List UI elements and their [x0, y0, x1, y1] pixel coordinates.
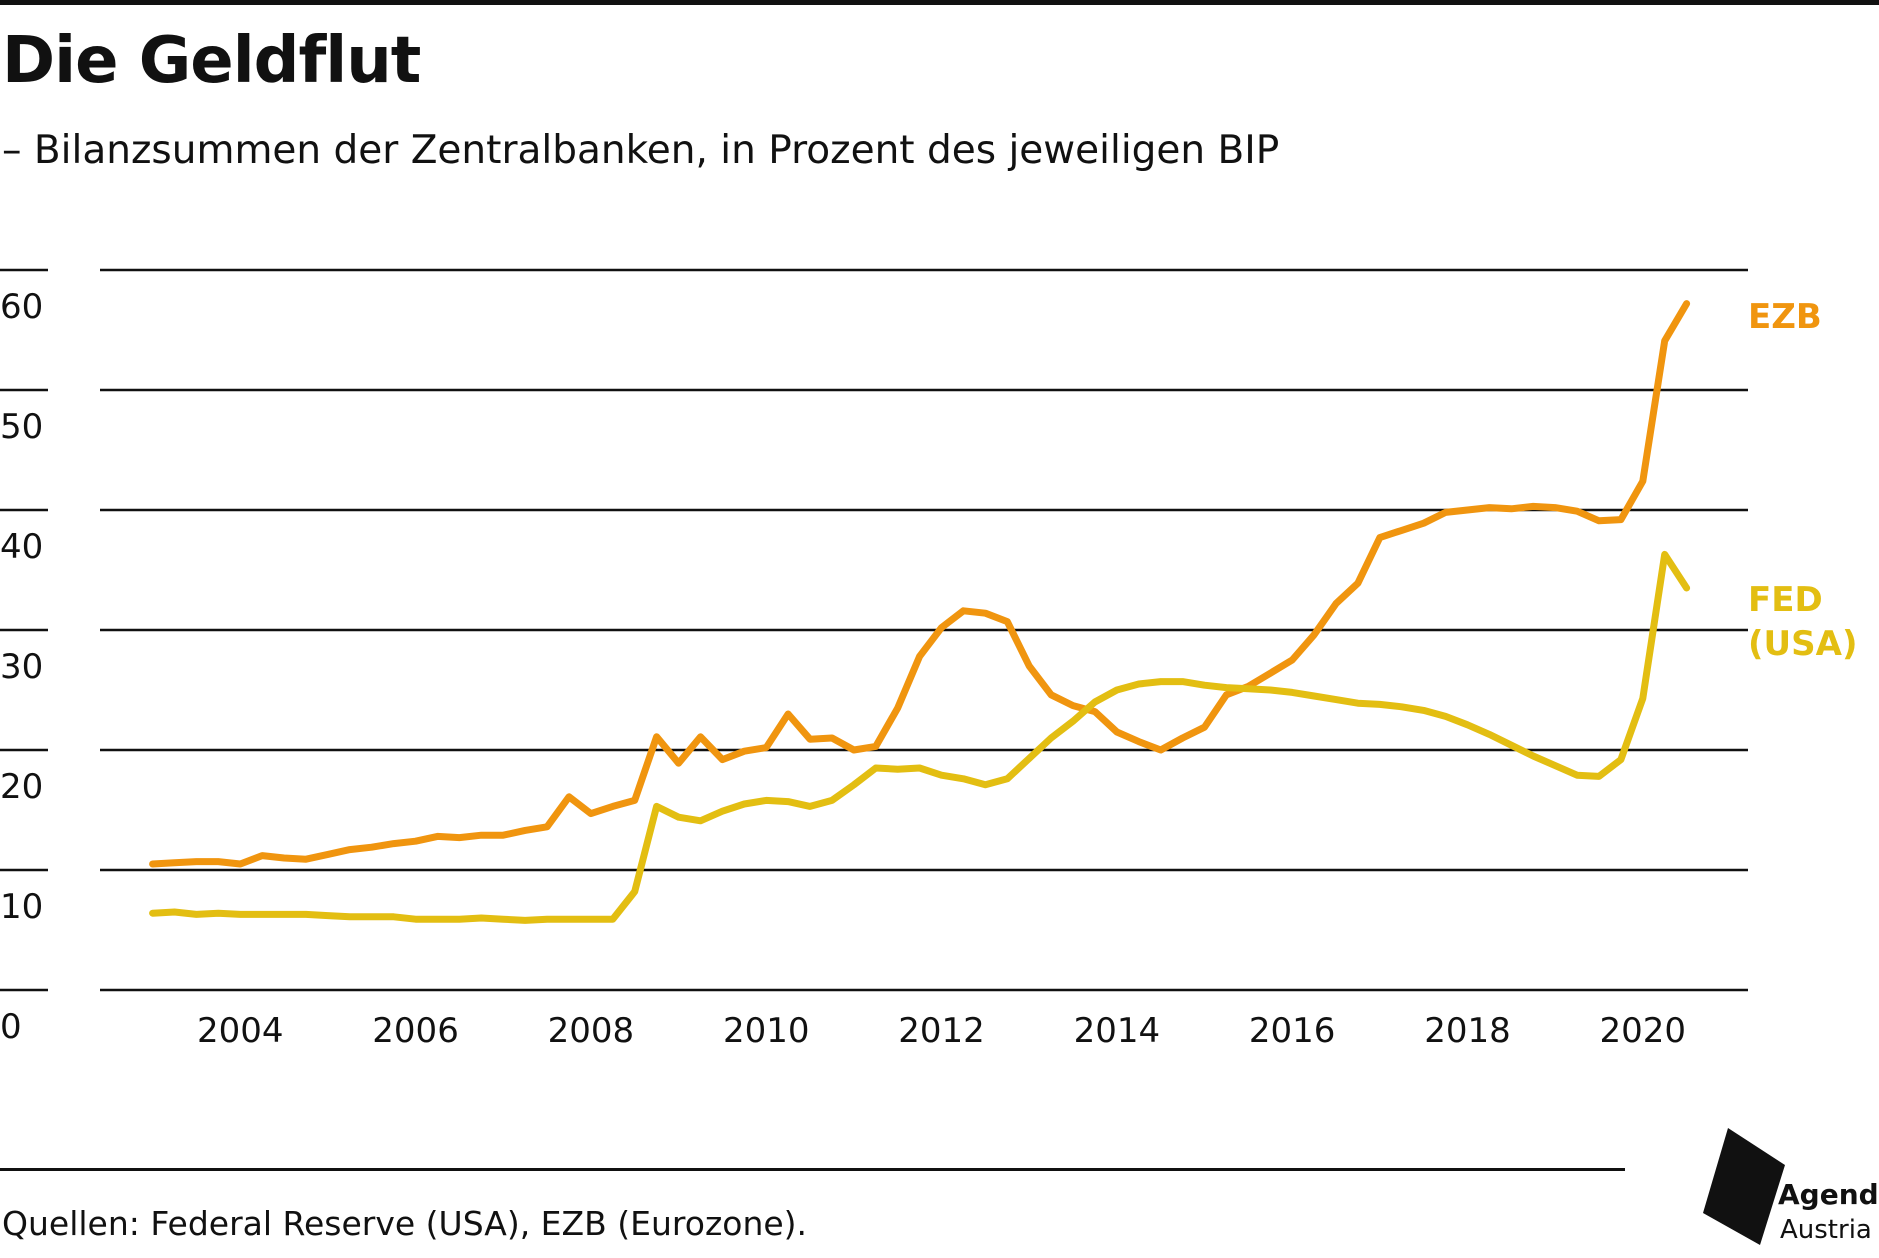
chart-title: Die Geldflut [2, 24, 421, 98]
top-rule [0, 0, 1879, 5]
x-axis-tick-labels: 2004 2006 2008 2010 2012 2014 2016 2018 2020 [197, 1011, 1686, 1051]
gridlines [0, 268, 1748, 992]
y-tick-label-0: 0 [0, 1007, 22, 1047]
x-tick-label-2012: 2012 [898, 1011, 985, 1051]
series-end-label-fed-0: FED [1748, 580, 1823, 620]
x-tick-label-2018: 2018 [1424, 1011, 1511, 1051]
chart-subtitle: – Bilanzsummen der Zentralbanken, in Pro… [2, 128, 1280, 173]
logo-word-agenda: Agenda [1778, 1178, 1879, 1211]
x-tick-label-2010: 2010 [723, 1011, 810, 1051]
y-tick-label-20: 20 [0, 767, 43, 807]
series-end-label-ezb-0: EZB [1748, 297, 1822, 337]
y-tick-label-10: 10 [0, 887, 43, 927]
series-line-fed [149, 550, 1691, 924]
logo-word-austria: Austria [1780, 1215, 1872, 1245]
y-tick-label-60: 60 [0, 287, 43, 327]
x-tick-label-2006: 2006 [372, 1011, 459, 1051]
x-tick-label-2004: 2004 [197, 1011, 284, 1051]
y-axis-tick-labels: 0 10 20 30 40 50 60 [0, 287, 43, 1047]
x-tick-label-2008: 2008 [548, 1011, 635, 1051]
y-tick-label-30: 30 [0, 647, 43, 687]
x-tick-label-2014: 2014 [1074, 1011, 1161, 1051]
series-end-label-fed-1: (USA) [1748, 624, 1858, 664]
logo-mark-icon [1703, 1128, 1785, 1245]
bottom-rule [0, 1168, 1625, 1171]
y-tick-label-50: 50 [0, 407, 43, 447]
x-tick-label-2016: 2016 [1249, 1011, 1336, 1051]
agenda-austria-logo: Agenda Austria [1700, 1125, 1879, 1254]
x-tick-label-2020: 2020 [1600, 1011, 1687, 1051]
series-lines [149, 300, 1691, 924]
series-line-ezb [149, 300, 1691, 868]
source-note: Quellen: Federal Reserve (USA), EZB (Eur… [2, 1204, 808, 1243]
y-tick-label-40: 40 [0, 527, 43, 567]
series-end-labels: EZB FED(USA) [1748, 297, 1858, 664]
